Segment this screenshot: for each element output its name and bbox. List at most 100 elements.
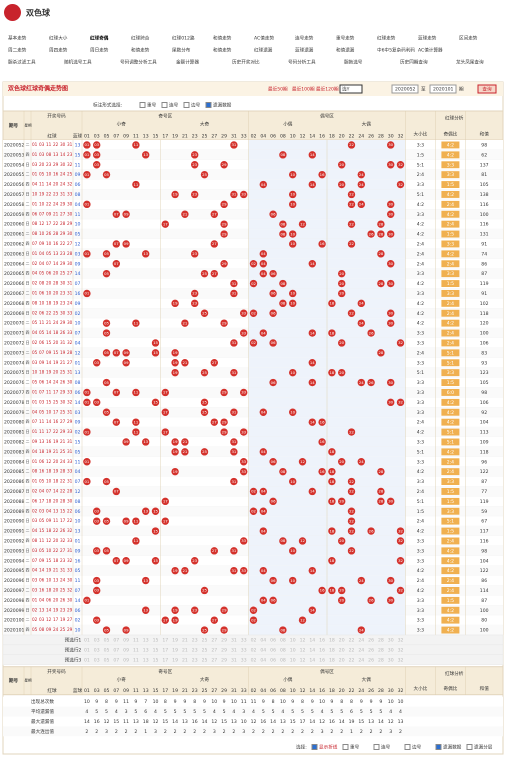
issue: 2020097 <box>4 588 25 594</box>
column-number: 13 <box>143 688 149 694</box>
ratio-badge <box>441 260 460 268</box>
nav-link[interactable]: 红球跨合 <box>131 35 150 42</box>
preselect-cell: 24 <box>358 647 364 653</box>
red-number: 06 <box>39 380 45 385</box>
checkbox[interactable] <box>466 744 473 750</box>
nav-link[interactable]: AC值走势 <box>254 35 274 42</box>
stats-value: 5 <box>223 709 226 715</box>
preselect-cell: 26 <box>368 637 374 643</box>
issue: 2020059 <box>4 212 25 218</box>
red-number: 13 <box>39 607 45 612</box>
red-number: 14 <box>60 152 66 157</box>
nav-link[interactable]: 蓝球走势 <box>418 35 437 42</box>
stats-value: 2 <box>164 729 167 735</box>
checkbox[interactable] <box>435 744 442 750</box>
sum: 100 <box>480 608 489 614</box>
nav-link[interactable]: 蓝球遗漏 <box>295 47 314 54</box>
nav-link[interactable]: 红球012路 <box>172 35 195 42</box>
nav-link[interactable]: 中6中5复杂码利码 <box>377 47 415 54</box>
blue-number: 07 <box>75 588 81 594</box>
nav-link[interactable]: 尾数分布 <box>172 47 191 54</box>
preselect-cell: 29 <box>221 637 227 643</box>
nav-link[interactable]: 历史同期查询 <box>400 59 428 66</box>
ball-number: 20 <box>339 182 344 187</box>
red-ball <box>318 418 326 426</box>
checkbox[interactable] <box>311 744 318 750</box>
select-text: 选Y <box>342 86 350 93</box>
from-box[interactable] <box>391 84 419 94</box>
checkbox[interactable] <box>342 744 349 750</box>
nav-link[interactable]: 和值走势 <box>213 47 232 54</box>
red-number: 24 <box>60 182 66 187</box>
period-link[interactable]: 最近100期 <box>292 86 315 93</box>
option-label: 连号 <box>169 102 179 109</box>
nav-link[interactable]: 红球大小 <box>49 35 68 42</box>
stats-value: 16 <box>192 719 198 725</box>
nav-link[interactable]: AC值计算器 <box>418 47 443 54</box>
nav-link[interactable]: 和值走势 <box>213 35 232 42</box>
checkbox[interactable] <box>404 744 411 750</box>
stats-value: 5 <box>379 709 382 715</box>
red-number: 29 <box>60 429 66 434</box>
period-select[interactable] <box>339 84 363 94</box>
nav-link[interactable]: 红球遗漏 <box>254 47 273 54</box>
nav-link[interactable]: 历史开奖对比 <box>232 59 260 66</box>
nav-link[interactable]: 金额计算器 <box>176 59 199 66</box>
checkbox[interactable] <box>161 102 168 108</box>
weekday: 四 <box>26 389 30 394</box>
nav-link[interactable]: 随机选号工具 <box>64 59 92 66</box>
ball-number: 21 <box>182 320 187 325</box>
red-ball <box>269 576 277 585</box>
nav-link[interactable]: 基本走势 <box>8 35 27 42</box>
issue: 2020089 <box>4 509 25 515</box>
nav-link[interactable]: 区间走势 <box>459 35 478 42</box>
nav-link[interactable]: 重号走势 <box>336 35 355 42</box>
blue-number: 10 <box>75 321 81 327</box>
red-ball <box>122 517 130 525</box>
period-link[interactable]: 最近120期 <box>316 86 339 93</box>
red-ball <box>289 368 297 377</box>
nav-link[interactable]: 胆杀过滤工具 <box>8 59 36 66</box>
red-ball <box>132 517 140 525</box>
nav-link[interactable]: 周日走势 <box>90 47 109 54</box>
ratio-badge <box>441 141 460 149</box>
red-ball <box>210 359 218 367</box>
red-number: 32 <box>67 587 73 592</box>
preselect-cell: 17 <box>162 647 168 653</box>
to-box[interactable] <box>429 84 457 94</box>
query-button[interactable] <box>477 84 497 94</box>
stats-value: 2 <box>174 729 177 735</box>
header-bg <box>2 666 504 696</box>
nav-link[interactable]: 和值遗漏 <box>336 47 355 54</box>
preselect-cell: 09 <box>123 647 129 653</box>
preselect-cell: 33 <box>241 647 247 653</box>
stats-value: 13 <box>133 719 139 725</box>
nav-link[interactable]: 连号走势 <box>295 35 314 42</box>
red-number: 31 <box>67 479 73 484</box>
checkbox[interactable] <box>183 102 190 108</box>
ratio-badge <box>441 468 460 476</box>
red-number: 10 <box>39 231 45 236</box>
ratio-badge <box>441 547 460 555</box>
period-link[interactable]: 最近50期 <box>268 86 288 93</box>
nav-link[interactable]: 和值走势 <box>131 47 150 54</box>
sum: 106 <box>480 400 489 406</box>
nav-link[interactable]: 胆拖选号 <box>344 59 363 66</box>
preselect-cell: 30 <box>388 657 394 663</box>
red-number: 15 <box>46 399 52 404</box>
nav-link[interactable]: 周二走势 <box>8 47 27 54</box>
checkbox[interactable] <box>205 102 212 108</box>
ball-number: 04 <box>261 568 266 573</box>
nav-link[interactable]: 周四走势 <box>49 47 68 54</box>
sum: 137 <box>480 162 489 168</box>
sum: 118 <box>480 311 489 317</box>
red-number: 26 <box>46 231 52 236</box>
nav-link[interactable]: 号码调整分析工具 <box>120 59 157 66</box>
checkbox[interactable] <box>139 102 146 108</box>
checkbox[interactable] <box>373 744 380 750</box>
nav-link[interactable]: 龙头凤尾查询 <box>456 59 484 66</box>
nav-link[interactable]: 红球走势 <box>377 35 396 42</box>
red-ball <box>338 289 346 298</box>
nav-link[interactable]: 号码分析工具 <box>288 59 316 66</box>
nav-link[interactable]: 红球奇偶 <box>90 35 109 42</box>
